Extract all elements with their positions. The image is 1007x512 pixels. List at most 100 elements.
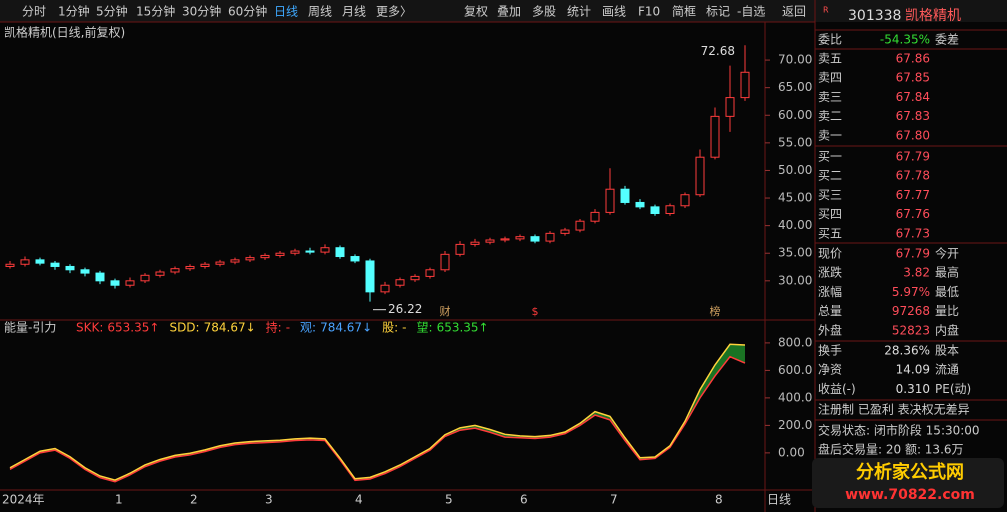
stat-label: 最高 [935, 265, 959, 280]
book-price: 67.85 [896, 71, 930, 85]
book-label: 卖三 [818, 90, 842, 104]
x-tick-label: 8 [715, 493, 723, 507]
y-tick-label: 40.00 [778, 218, 812, 232]
y-tick-label: 600.0 [778, 363, 812, 377]
stat-value: 5.97% [892, 285, 930, 299]
event-marker: 榜 [710, 304, 721, 318]
toolbar-button[interactable]: 画线 [602, 5, 626, 19]
toolbar-button[interactable]: 简框 [672, 5, 696, 19]
toolbar-button[interactable]: 30分钟 [182, 4, 221, 19]
candle-body [695, 156, 705, 196]
stat-label: 现价 [818, 247, 842, 261]
x-tick-label: 3 [265, 493, 273, 507]
toolbar-button[interactable]: 返回 [782, 5, 806, 19]
toolbar-button[interactable]: 60分钟 [228, 4, 267, 19]
candle-body [20, 259, 30, 265]
legend-name: 望: [417, 321, 433, 335]
legend-name: 股: [382, 321, 398, 335]
stat-label: 换手 [818, 344, 842, 358]
y-tick-label: 30.00 [778, 273, 812, 287]
candle-body [260, 254, 270, 259]
candle-body [170, 268, 180, 273]
tags: 注册制 已盈利 表决权无差异 [818, 402, 970, 417]
candle-body [80, 269, 90, 274]
stat-label: 量比 [935, 304, 959, 318]
book-price: 67.78 [896, 169, 930, 183]
toolbar-button[interactable]: 多股 [532, 5, 556, 19]
toolbar-button[interactable]: 统计 [567, 5, 591, 19]
stat-value: 97268 [892, 304, 930, 318]
candle-body [710, 115, 720, 158]
toolbar-button[interactable]: 15分钟 [136, 4, 175, 19]
stat-value: 3.82 [903, 266, 930, 280]
stat-label: 股本 [935, 344, 959, 358]
y-tick-label: 55.00 [778, 135, 812, 149]
candle-body [95, 272, 105, 282]
book-label: 卖四 [818, 71, 842, 85]
legend-name: SDD: [169, 321, 199, 335]
stock-name: 凯格精机 [905, 8, 961, 24]
toolbar-button[interactable]: 叠加 [497, 5, 521, 19]
event-marker: $ [532, 305, 539, 318]
x-tick-label: 2024年 [2, 493, 45, 507]
stat-label: 涨跌 [818, 265, 842, 280]
toolbar-button[interactable]: F10 [638, 5, 660, 19]
y-tick-label: 45.00 [778, 191, 812, 205]
toolbar-button[interactable]: 日线 [274, 5, 298, 19]
toolbar-button[interactable]: 标记 [706, 5, 730, 19]
book-price: 67.84 [896, 90, 930, 104]
candle-body [605, 188, 615, 213]
event-marker: 财 [440, 304, 451, 318]
candle-body [590, 211, 600, 222]
candle-body [65, 265, 75, 271]
toolbar-button[interactable]: 1分钟 [58, 4, 90, 19]
x-tick-label: 4 [355, 493, 363, 507]
toolbar-button[interactable]: 5分钟 [96, 4, 128, 19]
candle-body [680, 194, 690, 207]
legend-value: - [286, 321, 290, 335]
x-tick-label: 6 [520, 493, 528, 507]
stat-label: 净资 [818, 363, 842, 377]
y-tick-label: 50.00 [778, 163, 812, 177]
stat-label: 内盘 [935, 322, 959, 337]
toolbar-button[interactable]: 更多〉 [376, 5, 412, 19]
stat-value: 52823 [892, 323, 930, 337]
stat-label: 今开 [935, 246, 959, 261]
x-tick-label: 7 [610, 493, 618, 507]
toolbar-button[interactable]: 复权 [464, 5, 488, 19]
y-tick-label: 0.00 [778, 445, 805, 459]
candle-body [215, 261, 225, 265]
toolbar-button[interactable]: 周线 [308, 5, 332, 19]
book-price: 67.83 [896, 109, 930, 123]
high-annotation: 72.68 [701, 44, 735, 58]
indicator-line [9, 355, 746, 483]
candle-body [185, 265, 195, 270]
toolbar-button[interactable]: 月线 [342, 5, 366, 19]
book-label: 买三 [818, 188, 842, 202]
candle-body [200, 263, 210, 267]
watermark-box [812, 458, 1004, 508]
legend-value: - [402, 321, 406, 335]
stat-label: 涨幅 [818, 284, 842, 299]
y-tick-label: 200.0 [778, 418, 812, 432]
toolbar-button[interactable]: -自选 [737, 5, 765, 19]
low-annotation: 26.22 [388, 302, 422, 316]
candle-body [545, 232, 555, 242]
candle-body [530, 236, 540, 242]
book-label: 买四 [818, 207, 842, 221]
legend-value: 653.35↑ [107, 321, 159, 335]
candle-body [110, 280, 120, 286]
candle-body [275, 252, 285, 256]
candle-body [740, 71, 750, 99]
toolbar-button[interactable]: 分时 [22, 5, 46, 19]
stock-code: 301338 [848, 8, 901, 24]
indicator-line [9, 343, 746, 481]
legend-name: SKK: [76, 321, 103, 335]
candle-body [455, 243, 465, 255]
candle-body [350, 256, 360, 262]
candle-body [365, 260, 375, 293]
x-tick-label: 2 [190, 493, 198, 507]
candle-body [335, 247, 345, 258]
book-price: 67.76 [896, 207, 930, 221]
candle-body [635, 201, 645, 208]
